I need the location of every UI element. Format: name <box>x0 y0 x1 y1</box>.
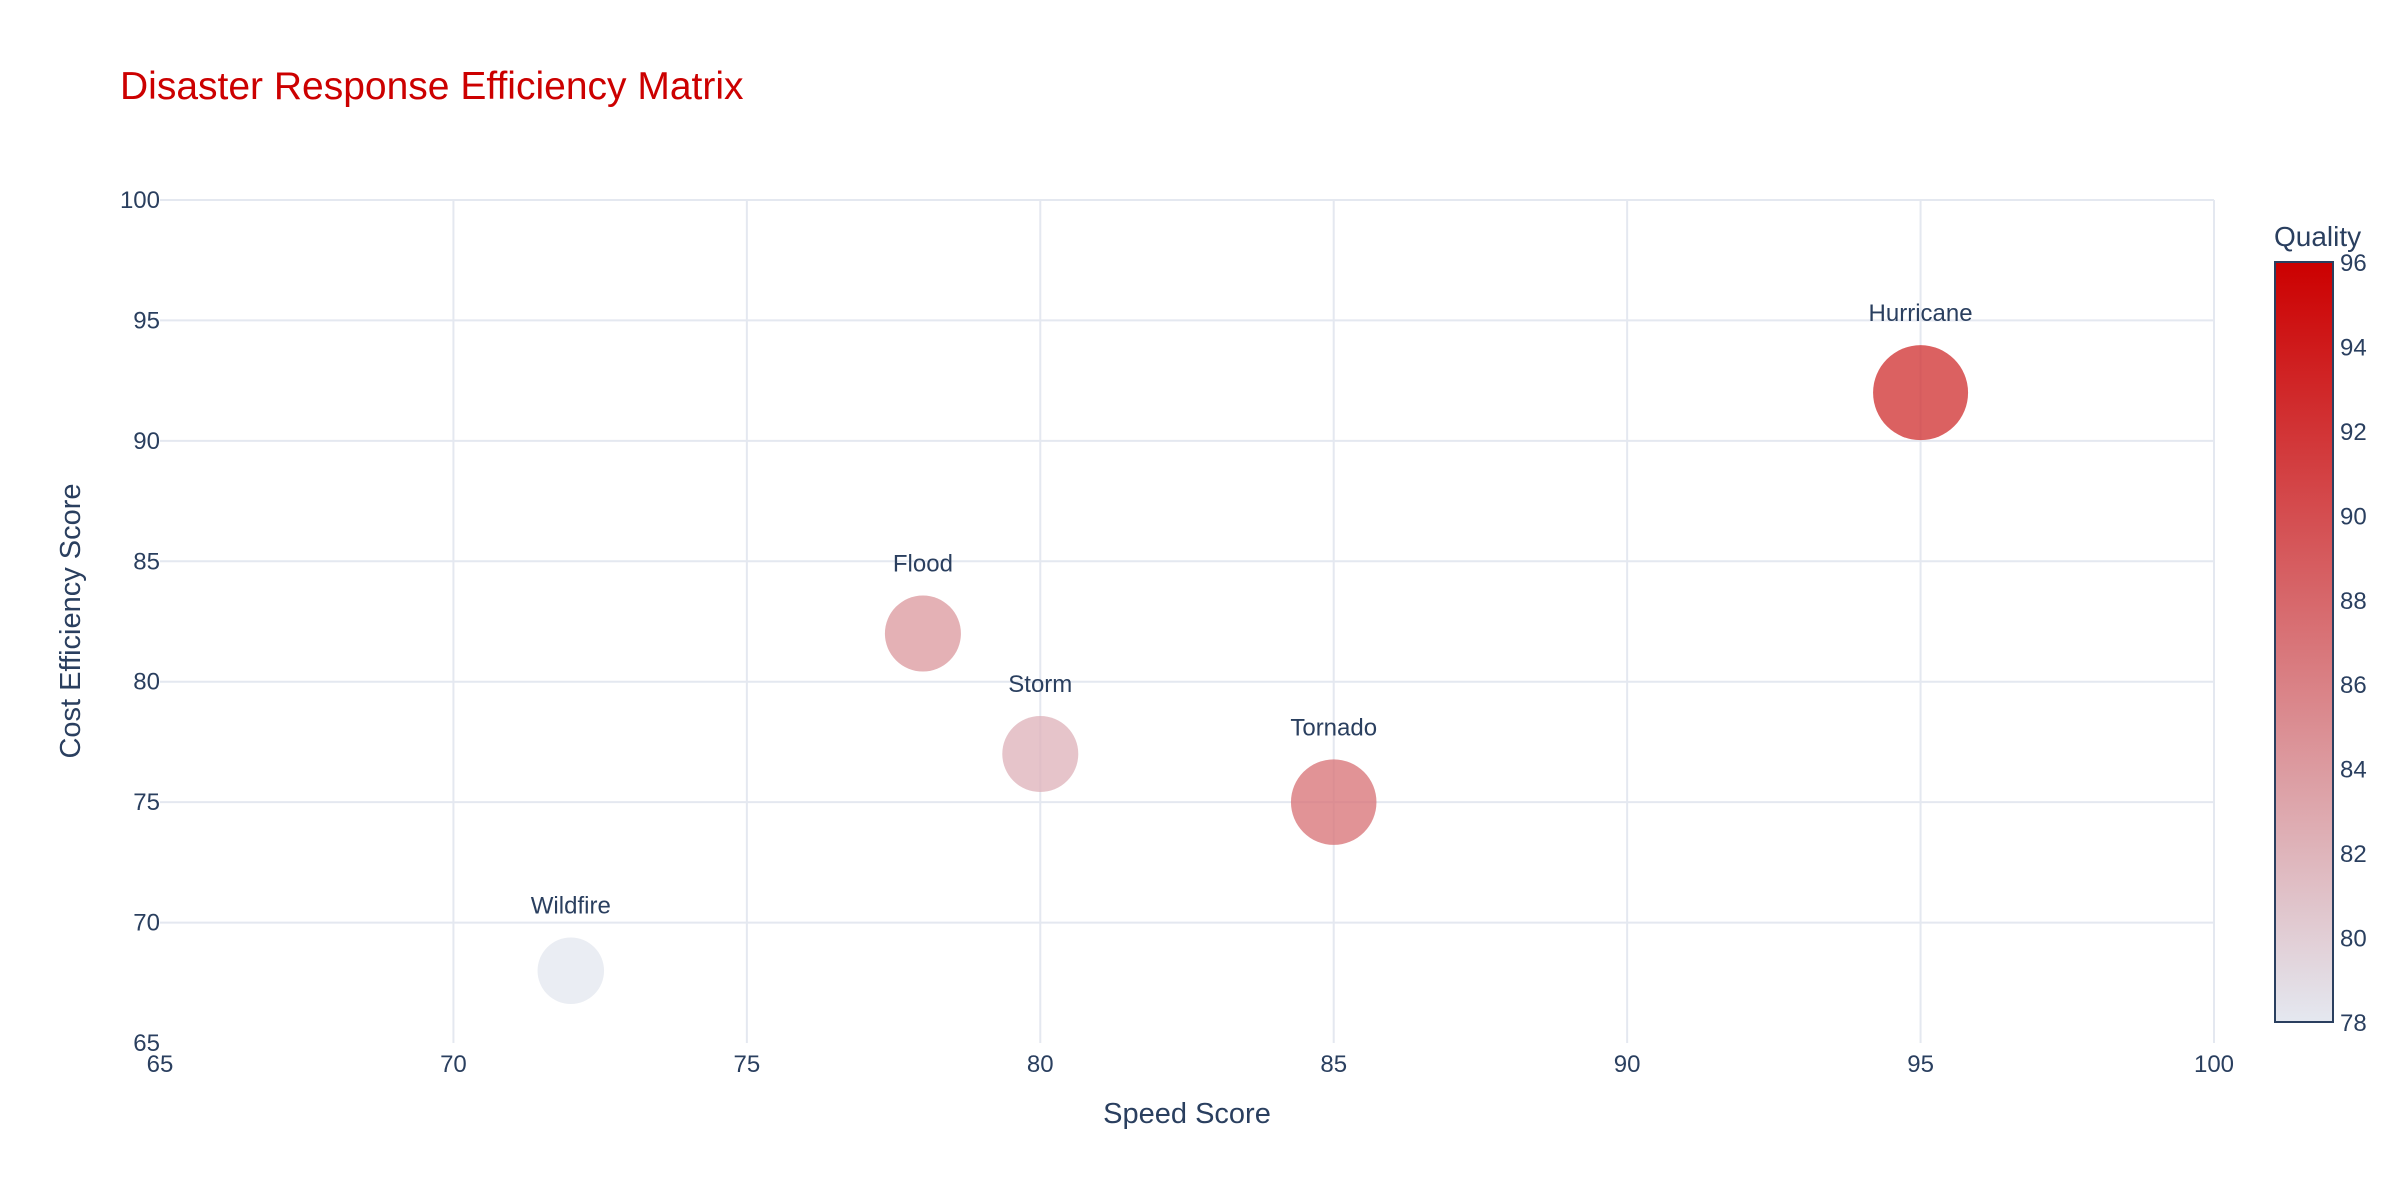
colorbar-tick-label: 94 <box>2340 334 2367 361</box>
bubble-label-wildfire: Wildfire <box>531 892 611 919</box>
colorbar-tick-label: 82 <box>2340 841 2367 868</box>
x-axis-title: Speed Score <box>1103 1098 1271 1130</box>
colorbar-tick-label: 78 <box>2340 1010 2367 1037</box>
y-tick-labels: 65 70 75 80 85 90 95 100 <box>120 187 160 1057</box>
x-tick-label: 80 <box>1027 1051 1054 1078</box>
y-tick-label: 75 <box>133 789 160 816</box>
y-tick-label: 100 <box>120 187 160 214</box>
colorbar-tick-label: 86 <box>2340 672 2367 699</box>
x-tick-label: 75 <box>734 1051 761 1078</box>
y-tick-label: 95 <box>133 307 160 334</box>
x-tick-labels: 65 70 75 80 85 90 95 100 <box>147 1051 2234 1078</box>
colorbar-tick-label: 80 <box>2340 926 2367 953</box>
bubble-storm[interactable] <box>1002 715 1079 792</box>
x-tick-label: 70 <box>440 1051 467 1078</box>
chart-title: Disaster Response Efficiency Matrix <box>120 65 744 108</box>
bubble-label-storm: Storm <box>1008 671 1072 698</box>
colorbar-tick-label: 92 <box>2340 419 2367 446</box>
y-tick-label: 90 <box>133 428 160 455</box>
bubble-flood[interactable] <box>884 595 961 672</box>
x-tick-label: 65 <box>147 1051 174 1078</box>
bubble-label-hurricane: Hurricane <box>1869 300 1973 327</box>
bubble-label-flood: Flood <box>893 551 953 578</box>
colorbar-tick-label: 96 <box>2340 250 2367 277</box>
bubble-series: Hurricane Flood Storm Tornado Wildfire <box>531 300 1973 1004</box>
colorbar: Quality 78 80 82 84 86 88 90 92 94 96 <box>2274 221 2367 1037</box>
bubble-hurricane[interactable] <box>1873 345 1969 441</box>
colorbar-tick-label: 84 <box>2340 757 2367 784</box>
y-tick-label: 85 <box>133 548 160 575</box>
x-tick-label: 100 <box>2194 1051 2234 1078</box>
y-tick-label: 65 <box>133 1030 160 1057</box>
y-axis-title: Cost Efficiency Score <box>55 483 87 758</box>
x-tick-label: 95 <box>1907 1051 1934 1078</box>
colorbar-title: Quality <box>2274 221 2361 252</box>
y-gridlines <box>160 199 2214 924</box>
x-tick-label: 90 <box>1614 1051 1641 1078</box>
colorbar-gradient <box>2274 261 2334 1023</box>
bubble-label-tornado: Tornado <box>1290 714 1377 741</box>
colorbar-tick-labels: 78 80 82 84 86 88 90 92 94 96 <box>2340 250 2367 1037</box>
colorbar-tick-label: 88 <box>2340 588 2367 615</box>
y-tick-label: 80 <box>133 669 160 696</box>
x-tick-label: 85 <box>1320 1051 1347 1078</box>
x-gridlines <box>452 200 2215 1043</box>
bubble-wildfire[interactable] <box>537 937 605 1004</box>
y-tick-label: 70 <box>133 910 160 937</box>
colorbar-tick-label: 90 <box>2340 503 2367 530</box>
bubble-tornado[interactable] <box>1290 759 1377 845</box>
